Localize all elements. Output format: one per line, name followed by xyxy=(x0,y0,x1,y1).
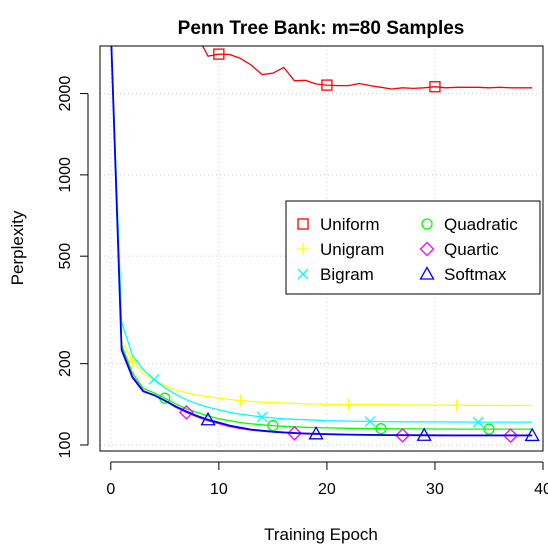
legend-marker-quadratic xyxy=(421,218,433,230)
y-tick-label: 500 xyxy=(57,243,74,270)
series-unigram xyxy=(110,46,533,412)
softmax-line xyxy=(110,46,533,437)
series-layer xyxy=(110,46,540,444)
legend-marker-softmax xyxy=(419,266,435,280)
unigram-point xyxy=(234,394,247,407)
y-tick-label: 1000 xyxy=(57,157,74,193)
legend-box xyxy=(285,200,541,295)
bigram-point xyxy=(364,416,376,427)
x-tick-label: 10 xyxy=(210,481,228,498)
quadratic-point xyxy=(267,419,279,432)
quartic-point xyxy=(503,428,519,444)
legend-label-softmax: Softmax xyxy=(444,265,507,284)
y-tick-label: 200 xyxy=(57,350,74,377)
chart-title: Penn Tree Bank: m=80 Samples xyxy=(178,18,465,39)
bigram-line xyxy=(110,46,533,423)
legend: Uniform Unigram Bigram Quadratic Quartic Soft… xyxy=(285,200,541,295)
unigram-point xyxy=(450,399,463,412)
legend-label-quadratic: Quadratic xyxy=(444,215,518,234)
bigram-point xyxy=(148,373,160,385)
softmax-point xyxy=(524,427,540,442)
quadratic-point xyxy=(483,423,495,435)
series-bigram xyxy=(110,46,533,428)
legend-label-quartic: Quartic xyxy=(444,240,499,259)
x-axis-label: Training Epoch xyxy=(264,525,378,544)
uniform-point xyxy=(321,79,333,91)
x-tick-label: 0 xyxy=(106,481,115,498)
x-tick-label: 30 xyxy=(426,481,444,498)
quadratic-point xyxy=(375,423,387,435)
softmax-point xyxy=(416,427,432,441)
bigram-point xyxy=(472,416,484,428)
unigram-point xyxy=(342,398,355,411)
legend-marker-bigram xyxy=(297,268,309,280)
y-axis-label: Perplexity xyxy=(8,210,27,285)
plot-frame xyxy=(99,45,544,452)
unigram-line xyxy=(110,46,533,407)
quartic-point xyxy=(287,425,302,441)
softmax-point xyxy=(308,425,324,440)
series-uniform xyxy=(186,46,533,93)
x-tick-label: 20 xyxy=(318,481,336,498)
legend-label-bigram: Bigram xyxy=(320,265,374,284)
series-softmax xyxy=(110,46,540,442)
legend-marker-unigram xyxy=(297,243,309,255)
uniform-line xyxy=(186,46,533,90)
softmax-point xyxy=(200,411,216,426)
legend-marker-uniform xyxy=(297,218,309,230)
bigram-point xyxy=(256,411,268,423)
y-tick-label: 2000 xyxy=(57,76,74,112)
axes: 0 10 20 30 40 100 200 500 1000 2000 xyxy=(57,76,548,498)
y-tick-label: 100 xyxy=(57,432,74,459)
uniform-point xyxy=(429,81,441,93)
x-tick-label: 40 xyxy=(534,481,548,498)
legend-label-uniform: Uniform xyxy=(320,215,380,234)
legend-label-unigram: Unigram xyxy=(320,240,384,259)
legend-marker-quartic xyxy=(419,241,435,257)
uniform-point xyxy=(213,48,225,60)
quartic-point xyxy=(395,427,410,443)
